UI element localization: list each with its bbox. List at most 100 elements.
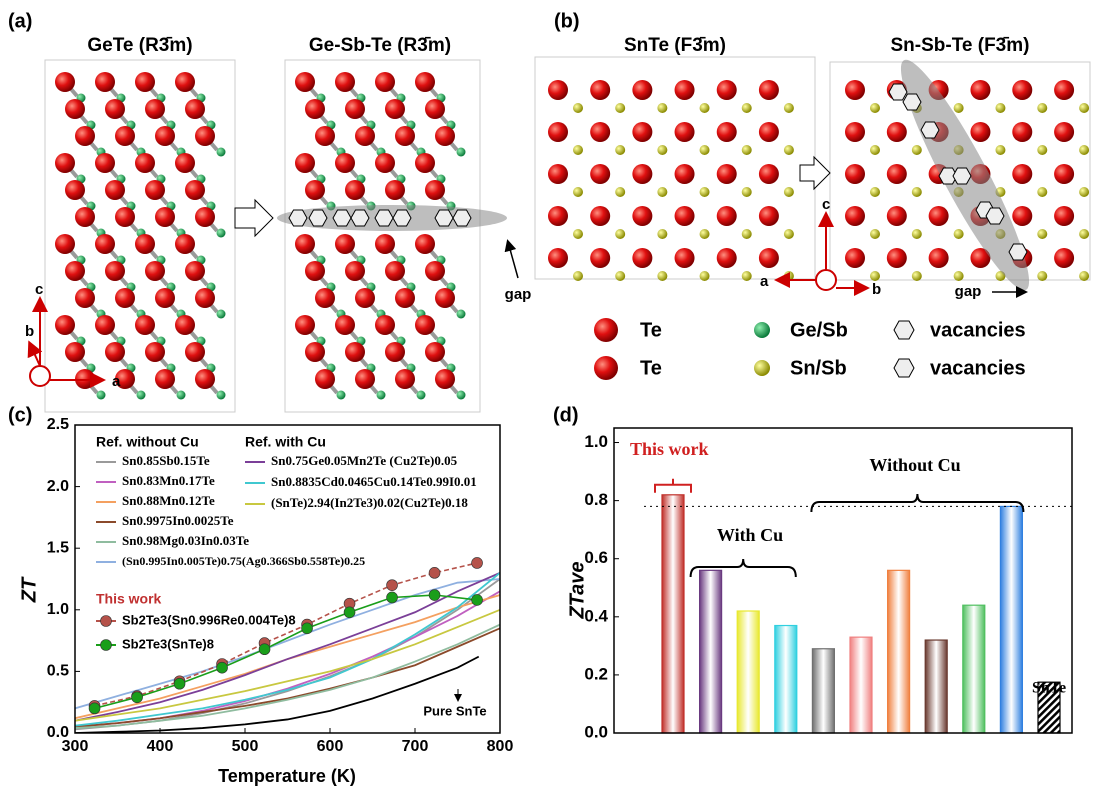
- vacancy: [351, 210, 369, 226]
- atom: [1012, 122, 1032, 142]
- atom: [175, 315, 195, 335]
- atom: [548, 248, 568, 268]
- atom: [548, 206, 568, 226]
- atom: [657, 271, 667, 281]
- legend-label: Sn0.9975In0.0025Te: [122, 513, 234, 528]
- axis-label: a: [760, 273, 769, 290]
- atom: [345, 261, 365, 281]
- atom: [573, 145, 583, 155]
- marker: [302, 623, 313, 634]
- atom: [870, 103, 880, 113]
- atom: [632, 248, 652, 268]
- atom: [759, 80, 779, 100]
- atom: [195, 288, 215, 308]
- y-tick-label: 2.5: [47, 416, 69, 433]
- atom: [217, 391, 226, 400]
- arrow: [800, 157, 830, 189]
- atom: [425, 342, 445, 362]
- panel-title: GeTe (R3̄m): [87, 35, 192, 56]
- x-tick-label: 400: [147, 738, 174, 755]
- atom: [742, 187, 752, 197]
- legend-label: Ge/Sb: [790, 319, 848, 341]
- vacancy: [435, 210, 453, 226]
- atom: [105, 180, 125, 200]
- vacancy: [903, 94, 921, 110]
- annotation: Pure SnTe: [423, 703, 486, 718]
- panel-title: Ge-Sb-Te (R3̄m): [309, 35, 451, 56]
- bar: [963, 605, 985, 733]
- atom: [1012, 206, 1032, 226]
- legend-header: This work: [96, 591, 162, 607]
- marker: [174, 678, 185, 689]
- panel-label: (d): [553, 404, 579, 426]
- atom: [415, 234, 435, 254]
- atom: [65, 261, 85, 281]
- atom: [1079, 187, 1089, 197]
- gap-label: gap: [955, 283, 982, 300]
- atom: [305, 180, 325, 200]
- atom: [195, 369, 215, 389]
- atom: [954, 229, 964, 239]
- legend-label: (SnTe)2.94(In2Te3)0.02(Cu2Te)0.18: [271, 495, 468, 510]
- atom: [335, 315, 355, 335]
- legend-header: Ref. with Cu: [245, 434, 326, 450]
- atom: [870, 145, 880, 155]
- atom: [700, 187, 710, 197]
- bar: [888, 570, 910, 733]
- atom: [784, 229, 794, 239]
- atom: [573, 271, 583, 281]
- panel-title: Sn-Sb-Te (F3̄m): [891, 35, 1030, 56]
- atom: [415, 153, 435, 173]
- atom: [155, 126, 175, 146]
- atom: [1079, 145, 1089, 155]
- legend-marker: [101, 616, 112, 627]
- atom: [700, 103, 710, 113]
- marker: [259, 644, 270, 655]
- atom: [1079, 103, 1089, 113]
- y-tick-label: 1.0: [584, 432, 608, 451]
- atom: [375, 72, 395, 92]
- atom: [590, 80, 610, 100]
- panel-label: (c): [8, 404, 32, 426]
- atom: [385, 99, 405, 119]
- y-tick-label: 0.6: [584, 548, 608, 567]
- atom: [573, 187, 583, 197]
- atom: [742, 103, 752, 113]
- atom: [615, 187, 625, 197]
- atom: [1037, 103, 1047, 113]
- atom: [929, 206, 949, 226]
- atom: [345, 342, 365, 362]
- atom: [870, 187, 880, 197]
- atom: [548, 122, 568, 142]
- atom: [717, 206, 737, 226]
- marker: [472, 557, 483, 568]
- atom: [55, 153, 75, 173]
- atom: [615, 145, 625, 155]
- atom: [590, 122, 610, 142]
- atom: [1054, 248, 1074, 268]
- y-axis-title: ZT: [18, 576, 40, 603]
- atom: [115, 207, 135, 227]
- atom: [912, 187, 922, 197]
- atom: [590, 248, 610, 268]
- atom: [435, 288, 455, 308]
- atom: [395, 126, 415, 146]
- axis-label: c: [822, 196, 830, 213]
- atom: [675, 80, 695, 100]
- chart-c: (c)ZTTemperature (K)0.00.51.01.52.02.530…: [8, 404, 513, 785]
- atom: [742, 145, 752, 155]
- atom: [145, 342, 165, 362]
- atom: [135, 315, 155, 335]
- atom: [155, 288, 175, 308]
- atom: [675, 248, 695, 268]
- atom: [395, 369, 415, 389]
- x-axis-title: Temperature (K): [218, 766, 356, 786]
- atom: [590, 164, 610, 184]
- bar: [775, 626, 797, 733]
- atom: [457, 391, 466, 400]
- atom: [548, 80, 568, 100]
- atom: [315, 369, 335, 389]
- atom: [1054, 164, 1074, 184]
- atom: [970, 80, 990, 100]
